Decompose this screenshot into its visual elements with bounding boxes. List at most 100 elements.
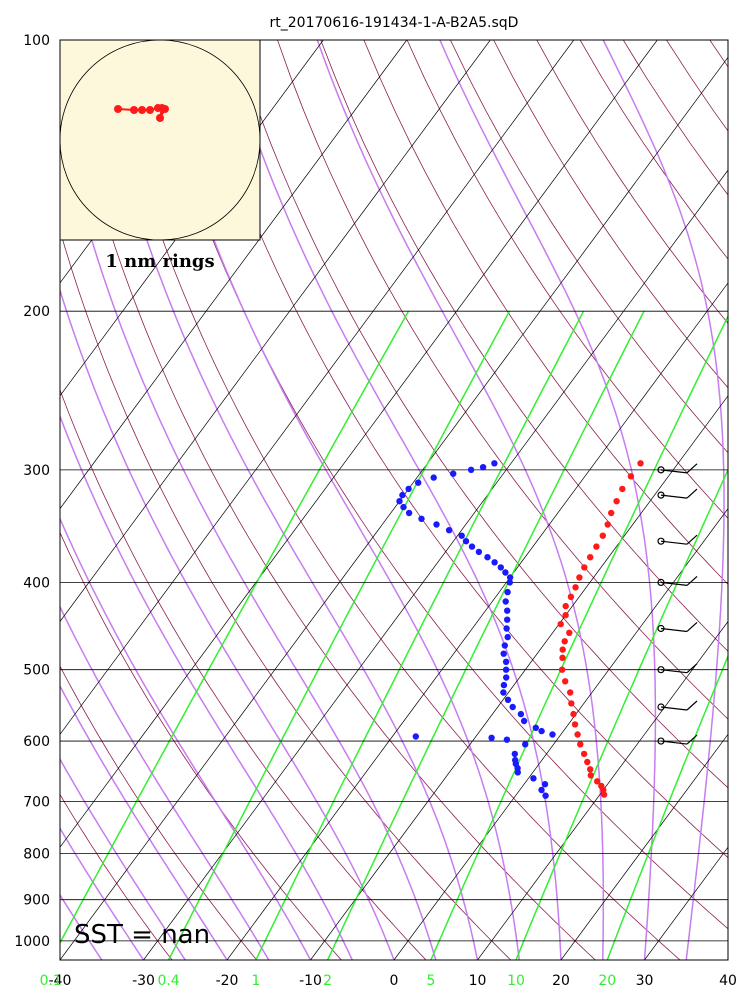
dewpoint-point-36 xyxy=(500,681,508,689)
dry-adiabat-15 xyxy=(450,40,728,454)
moist-adiabat-13 xyxy=(223,40,562,960)
temperature-point-6 xyxy=(604,521,611,528)
temperature-point-1 xyxy=(637,460,644,467)
y-tick-label-5: 500 xyxy=(23,663,50,679)
temperature-point-24 xyxy=(568,700,575,707)
dry-adiabat-20 xyxy=(666,40,728,132)
isotherm-6 xyxy=(60,40,408,510)
hodograph-point-4 xyxy=(146,106,154,114)
dewpoint-point-24 xyxy=(506,579,513,586)
x-tick-label-9: 40 xyxy=(719,973,737,989)
dewpoint-point-5 xyxy=(430,474,437,481)
mixing-ratio-label-1: 0.1 xyxy=(40,973,62,989)
wind-barb-staff-8 xyxy=(660,740,688,745)
wind-barb-staff-6 xyxy=(660,669,688,674)
temperature-point-4 xyxy=(613,498,620,505)
temperature-point-3 xyxy=(619,485,626,493)
isotherm-7 xyxy=(60,40,491,623)
dewpoint-point-14 xyxy=(445,527,453,534)
wind-barb-flag-2 xyxy=(686,488,698,499)
hodograph-box-1 xyxy=(59,39,261,241)
dewpoint-point-28 xyxy=(504,616,511,623)
x-tick-label-2: -30 xyxy=(132,973,155,989)
temperature-point-33 xyxy=(594,778,601,785)
dry-adiabat-19 xyxy=(622,40,728,196)
dewpoint-point-43 xyxy=(538,727,545,735)
dewpoint-point-12 xyxy=(418,515,425,522)
dewpoint-point-7 xyxy=(405,485,412,493)
temperature-point-30 xyxy=(584,758,591,766)
dewpoint-point-25 xyxy=(504,588,511,596)
temperature-point-10 xyxy=(581,564,588,571)
temperature-point-20 xyxy=(559,654,566,661)
wind-barb-flag-8 xyxy=(686,734,698,745)
dewpoint-point-9 xyxy=(396,498,403,505)
mixing-ratio-labels: 0.1 0.4 1 2 5 10 20 xyxy=(40,973,617,989)
dewpoint-point-44 xyxy=(549,731,556,738)
wind-barb-staff-1 xyxy=(660,469,688,474)
temperature-point-19 xyxy=(559,646,566,653)
isotherm-9 xyxy=(60,40,658,848)
dewpoint-point-11 xyxy=(405,509,413,517)
dewpoint-point-57 xyxy=(542,792,549,799)
temperature-point-5 xyxy=(608,509,615,517)
mixing-ratio-line-7 xyxy=(606,654,728,960)
y-tick-label-2: 200 xyxy=(23,304,50,320)
moist-adiabat-11 xyxy=(92,40,479,960)
temperature-point-17 xyxy=(566,629,573,636)
y-tick-label-6: 600 xyxy=(23,734,50,750)
wind-barb-flag-1 xyxy=(686,463,698,474)
dewpoint-point-27 xyxy=(504,607,511,614)
temperature-point-23 xyxy=(567,689,574,696)
dewpoint-point-18 xyxy=(475,548,483,556)
chart-title: rt_20170616-191434-1-A-B2A5.sqD xyxy=(270,15,519,31)
hodograph-point-3 xyxy=(138,106,146,114)
wind-barb-flag-6 xyxy=(686,663,698,674)
dry-adiabat-6 xyxy=(60,40,596,960)
y-tick-label-10: 1000 xyxy=(14,934,50,950)
dry-adiabat-7 xyxy=(104,40,681,960)
mixing-ratio-line-2 xyxy=(167,310,511,960)
dewpoint-point-16 xyxy=(462,538,470,545)
mixing-ratio-line-5 xyxy=(430,314,728,960)
temperature-point-22 xyxy=(562,678,569,685)
temperature-point-18 xyxy=(561,638,568,645)
moist-adiabat-14 xyxy=(316,40,605,960)
temperature-point-21 xyxy=(558,666,566,673)
dewpoint-point-39 xyxy=(509,703,516,711)
dewpoint-point-21 xyxy=(497,564,504,571)
moist-adiabat-6 xyxy=(60,605,270,960)
isotherm-8 xyxy=(60,40,575,735)
temperature-point-26 xyxy=(571,721,579,728)
isotherm-13 xyxy=(310,395,728,960)
dry-adiabat-12 xyxy=(320,40,728,652)
wind-barb-flag-5 xyxy=(686,622,698,632)
wind-barb-flag-4 xyxy=(686,575,698,586)
mixing-ratio-label-7: 20 xyxy=(598,973,616,989)
dry-adiabat-8 xyxy=(147,40,728,930)
dewpoint-point-42 xyxy=(532,724,539,731)
moist-adiabat-10 xyxy=(60,113,437,960)
dry-adiabat-1 xyxy=(60,793,173,960)
dewpoint-point-53 xyxy=(514,769,521,776)
dewpoint-point-49 xyxy=(511,750,518,758)
moist-adiabat-9 xyxy=(60,287,395,960)
grid-layer xyxy=(60,40,728,960)
y-tick-label-9: 900 xyxy=(23,893,50,909)
dewpoint-point-3 xyxy=(467,466,475,473)
hodograph-point-1 xyxy=(114,105,122,113)
hodograph-point-2 xyxy=(130,106,138,114)
sst-annotation: SST = nan xyxy=(74,920,210,950)
hodograph-caption-1: 1 nm rings xyxy=(105,251,214,272)
x-tick-label-3: -20 xyxy=(216,973,239,989)
moist-adiabat-15 xyxy=(439,40,657,960)
dewpoint-point-38 xyxy=(504,696,512,703)
mixing-ratio-line-4 xyxy=(326,310,645,960)
hodograph-point-7 xyxy=(156,114,164,122)
mixing-ratio-label-3: 1 xyxy=(251,973,260,989)
dry-adiabat-10 xyxy=(233,40,728,789)
dry-adiabat-9 xyxy=(190,40,728,859)
hodograph-inset: 1 nm rings xyxy=(59,39,261,272)
wind-barb-flag-7 xyxy=(686,700,698,711)
